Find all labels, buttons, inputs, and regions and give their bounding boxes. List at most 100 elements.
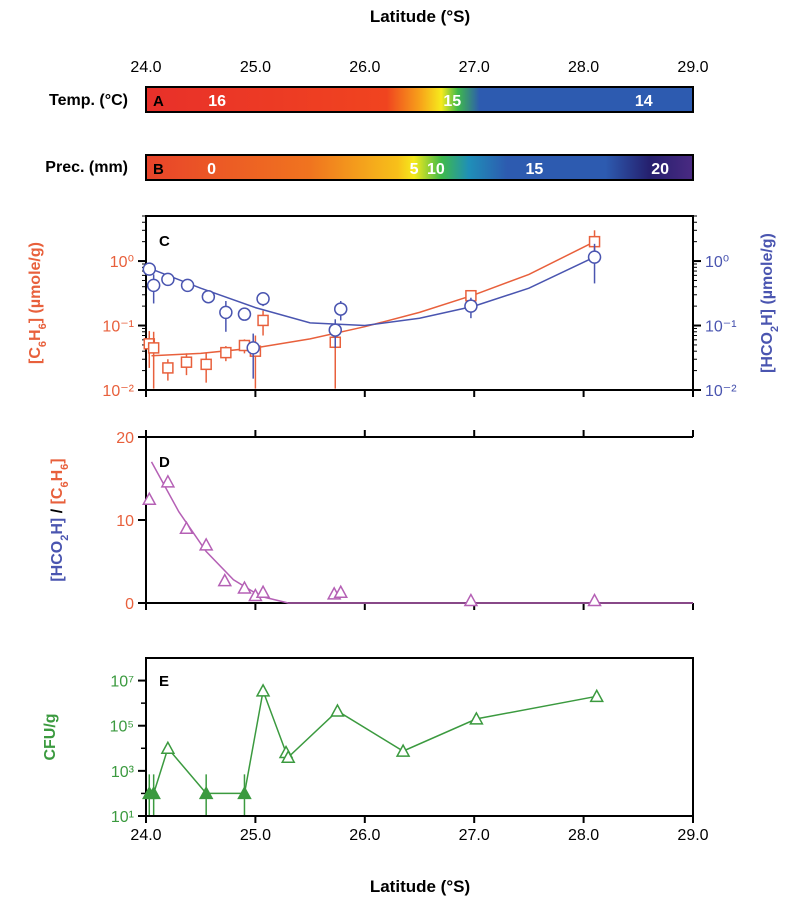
- x-tick-label-top: 28.0: [568, 59, 599, 76]
- hco2h-point: [201, 289, 216, 304]
- x-tick-label-bottom: 29.0: [677, 827, 708, 844]
- hco2h-point: [333, 302, 348, 316]
- y-tick-label-right: 10⁻²: [705, 383, 737, 400]
- y-tick-label-right: 10⁰: [705, 254, 729, 271]
- c6h6-point: [147, 342, 160, 354]
- y-tick-label-left: 10⁻¹: [102, 319, 134, 336]
- panel-b-letter: B: [153, 161, 164, 178]
- panel-c-ylabel-right: [HCO2H] (µmole/g): [759, 233, 781, 373]
- hco2h-point: [142, 262, 157, 276]
- y-tick-label: 0: [125, 596, 134, 613]
- panel-b-ylabel: Prec. (mm): [45, 159, 128, 176]
- y-tick-label: 10: [116, 513, 134, 530]
- fit-line-c6h6: [151, 241, 595, 357]
- panel-e-letter: E: [159, 673, 169, 690]
- cfu-point: [198, 785, 214, 800]
- hco2h-point: [146, 278, 161, 293]
- x-tick-labels-top: 24.0 25.0 26.0 27.0 28.0 29.0: [130, 59, 708, 76]
- hco2h-point: [180, 278, 195, 293]
- hco2h-point: [219, 305, 233, 320]
- ratio-point: [217, 573, 233, 587]
- panel-c-concentrations: C 10⁻² 10⁻² 10⁻¹ 10⁻¹ 10⁰ 10⁰ [C6H6] (µmole/g…: [27, 215, 781, 400]
- colorbar-label: 5: [410, 161, 419, 178]
- cfu-line: [149, 688, 597, 795]
- colorbar-label: 16: [208, 93, 226, 110]
- x-tick-label-top: 26.0: [349, 59, 380, 76]
- c6h6-point: [180, 356, 193, 368]
- c6h6-point: [162, 362, 174, 374]
- precipitation-labels: 0 5 10 15 20: [207, 161, 669, 178]
- panel-c-ylabel-left: [C6H6] (µmole/g): [27, 242, 49, 364]
- temperature-colorbar: [145, 86, 694, 113]
- panel-a-letter: A: [153, 93, 164, 110]
- y-tick-label-left: 10⁰: [110, 254, 134, 271]
- y-tick-label: 10³: [111, 764, 135, 781]
- temperature-labels: 16 15 14: [208, 93, 653, 110]
- hco2h-point: [256, 292, 270, 306]
- cfu-point: [146, 785, 161, 800]
- cfu-point: [280, 749, 296, 764]
- cfu-point: [237, 785, 252, 800]
- ratio-fit-line: [150, 461, 693, 604]
- panel-d-ratio: D 0 10 20 [HCO2H] / [C6H6]: [49, 430, 694, 613]
- x-tick-label-bottom: 25.0: [240, 827, 271, 844]
- x-tick-label-top: 27.0: [459, 59, 490, 76]
- c6h6-point: [200, 358, 212, 371]
- cfu-point: [589, 688, 604, 703]
- panel-d-letter: D: [159, 454, 170, 471]
- ratio-point: [237, 580, 252, 594]
- c6h6-point: [220, 346, 232, 359]
- x-tick-label-top: 25.0: [240, 59, 271, 76]
- hco2h-point: [587, 250, 602, 264]
- x-axis-title-top: Latitude (°S): [370, 7, 470, 26]
- hco2h-point: [161, 272, 175, 287]
- ratio-point: [463, 592, 479, 607]
- y-tick-label: 20: [116, 430, 134, 447]
- panel-a-temperature: Temp. (°C) A 16 15 14: [49, 86, 694, 113]
- hco2h-point: [328, 323, 343, 337]
- panel-c-plot: 10⁻² 10⁻² 10⁻¹ 10⁻¹ 10⁰ 10⁰: [102, 215, 737, 400]
- precipitation-colorbar: [145, 154, 694, 181]
- panel-e-plot: 10¹ 10³ 10⁵ 10⁷: [110, 674, 694, 826]
- x-tick-label-bottom: 27.0: [459, 827, 490, 844]
- panel-b-precipitation: Prec. (mm) B 0 5 10 15 20: [45, 154, 694, 181]
- panel-e-frame: [145, 657, 694, 817]
- y-tick-label: 10⁵: [110, 719, 134, 736]
- ratio-point: [333, 584, 348, 598]
- panel-e-cfu: E 10¹ 10³ 10⁵ 10⁷ CFU/g: [42, 657, 694, 826]
- ratio-point: [587, 592, 602, 607]
- x-tick-label-top: 24.0: [130, 59, 161, 76]
- panel-c-frame: [145, 215, 694, 391]
- colorbar-label: 0: [207, 161, 216, 178]
- hco2h-point: [464, 299, 478, 313]
- y-tick-label-right: 10⁻¹: [705, 319, 737, 336]
- y-tick-label: 10¹: [111, 809, 134, 826]
- colorbar-label: 15: [443, 93, 461, 110]
- colorbar-label: 10: [427, 161, 445, 178]
- cfu-point: [469, 711, 484, 725]
- panel-a-ylabel: Temp. (°C): [49, 92, 128, 109]
- panel-d-plot: 0 10 20: [116, 430, 694, 613]
- ratio-point: [160, 474, 176, 488]
- fit-line-hco2h: [151, 256, 595, 327]
- colorbar-label: 14: [635, 93, 653, 110]
- y-tick-label-left: 10⁻²: [102, 383, 134, 400]
- panel-c-letter: C: [159, 233, 170, 250]
- panel-d-ylabel: [HCO2H] / [C6H6]: [49, 458, 71, 581]
- x-axis-title-bottom: Latitude (°S): [370, 877, 470, 896]
- cfu-point: [160, 740, 176, 755]
- ratio-point: [198, 537, 214, 551]
- x-tick-label-bottom: 26.0: [349, 827, 380, 844]
- cfu-point: [255, 683, 271, 697]
- x-tick-label-bottom: 28.0: [568, 827, 599, 844]
- colorbar-label: 20: [651, 161, 669, 178]
- ratio-point: [179, 520, 194, 535]
- cfu-point: [395, 743, 411, 757]
- hco2h-point: [246, 341, 260, 355]
- hco2h-point: [237, 307, 252, 321]
- y-tick-label: 10⁷: [110, 674, 134, 691]
- x-tick-labels-bottom: 24.0 25.0 26.0 27.0 28.0 29.0: [130, 827, 708, 844]
- ratio-point: [142, 491, 157, 505]
- x-tick-label-bottom: 24.0: [130, 827, 161, 844]
